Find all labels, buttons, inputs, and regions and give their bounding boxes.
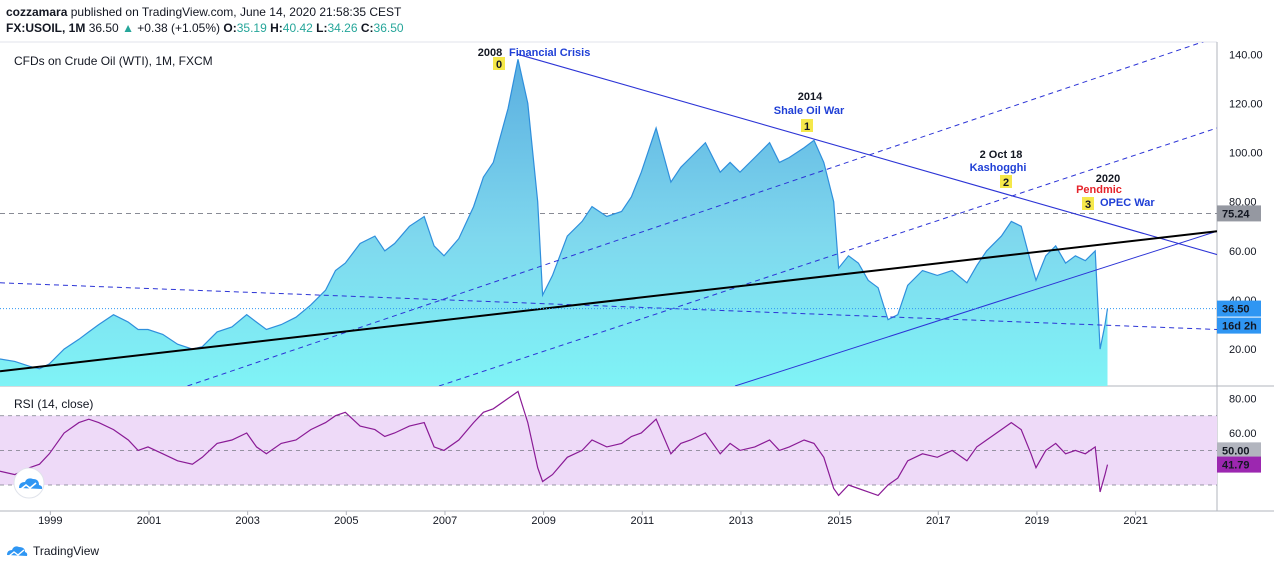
trend-line-2[interactable]: [0, 282, 1217, 330]
rsi-title: RSI (14, close): [14, 397, 93, 411]
annotation-event: Shale Oil War: [774, 105, 845, 117]
open-value: 35.19: [236, 21, 267, 35]
trend-line-1[interactable]: [517, 53, 1217, 256]
ohlc-line: FX:USOIL, 1M 36.50 ▲ +0.38 (+1.05%) O:35…: [6, 20, 404, 36]
annotation-badge-bg: [801, 119, 813, 132]
price-tick-label: 20.00: [1229, 344, 1257, 356]
annotation-badge: 1: [804, 121, 810, 133]
annotation-badge-bg: [493, 57, 505, 70]
time-tick-label: 2019: [1025, 515, 1049, 527]
annotation-event: Pendmic: [1076, 184, 1122, 196]
price-marker-0-label: 75.24: [1222, 208, 1250, 220]
annotation-year: 2014: [798, 91, 823, 103]
annotation-badge: 2: [1003, 177, 1009, 189]
publisher-name[interactable]: cozzamara: [6, 5, 68, 19]
annotation-event-2: OPEC War: [1100, 197, 1155, 209]
high-value: 40.42: [282, 21, 313, 35]
time-tick-label: 2009: [531, 515, 555, 527]
publish-line: cozzamara published on TradingView.com, …: [6, 4, 404, 20]
close-label: C:: [360, 21, 374, 35]
rsi-band-marker-bg: [1217, 442, 1261, 459]
last-price: 36.50: [88, 21, 119, 35]
trend-line-4[interactable]: [438, 127, 1217, 386]
trend-line-3[interactable]: [187, 37, 1217, 386]
high-label: H:: [270, 21, 283, 35]
price-marker-1-label: 36.50: [1222, 304, 1250, 316]
cloud-icon: [19, 478, 43, 490]
close-value: 36.50: [373, 21, 404, 35]
chart-header: cozzamara published on TradingView.com, …: [6, 4, 404, 36]
indicator-toggle-button[interactable]: [13, 467, 45, 499]
annotation-event: Kashogghi: [970, 162, 1027, 174]
axes-group: 140.00120.00100.0080.0060.0040.0020.0080…: [38, 49, 1263, 527]
trend-line-5[interactable]: [734, 230, 1217, 386]
price-marker-0: 75.24: [1217, 205, 1261, 222]
low-value: 34.26: [327, 21, 358, 35]
rsi-pane[interactable]: [0, 390, 1217, 497]
price-marker-2: 16d 2h: [1217, 317, 1261, 334]
annotation-event: Financial Crisis: [509, 47, 590, 59]
open-label: O:: [223, 21, 237, 35]
rsi-marker: 41.79: [1217, 456, 1261, 473]
rsi-tick-label: 80.00: [1229, 393, 1257, 405]
annotation-badge-bg: [1000, 175, 1012, 188]
time-tick-label: 2013: [729, 515, 753, 527]
rsi-band-marker-label: 50.00: [1222, 445, 1250, 457]
price-marker-2-bg: [1217, 317, 1261, 334]
time-tick-label: 2021: [1123, 515, 1147, 527]
footer: TradingView: [6, 541, 99, 561]
time-tick-label: 2007: [433, 515, 457, 527]
rsi-tick-label: 60.00: [1229, 428, 1257, 440]
time-tick-label: 2015: [827, 515, 851, 527]
time-tick-label: 2005: [334, 515, 358, 527]
time-tick-label: 2001: [137, 515, 161, 527]
price-tick-label: 140.00: [1229, 49, 1263, 61]
rsi-band-marker: 50.00: [1217, 442, 1261, 459]
price-marker-1-bg: [1217, 300, 1261, 317]
footer-brand[interactable]: TradingView: [33, 544, 100, 558]
symbol-label: FX:USOIL, 1M: [6, 21, 86, 35]
change-value: +0.38 (+1.05%): [137, 21, 221, 35]
annotation-year: 2020: [1096, 173, 1120, 185]
annotation-year: 2 Oct 18: [980, 149, 1023, 161]
price-tick-label: 120.00: [1229, 98, 1263, 110]
time-tick-label: 1999: [38, 515, 62, 527]
time-tick-label: 2017: [926, 515, 950, 527]
rsi-marker-bg: [1217, 456, 1261, 473]
annotation-badge: 0: [496, 59, 502, 71]
time-tick-label: 2003: [235, 515, 259, 527]
annotation-badge-bg: [1082, 197, 1094, 210]
price-marker-0-bg: [1217, 205, 1261, 222]
tradingview-logo-icon[interactable]: [6, 543, 28, 559]
time-tick-label: 2011: [630, 515, 654, 527]
price-tick-label: 100.00: [1229, 148, 1263, 160]
price-marker-1: 36.50: [1217, 300, 1261, 317]
rsi-marker-label: 41.79: [1222, 460, 1250, 472]
annotation-year: 2008: [478, 47, 502, 59]
price-pane[interactable]: [0, 37, 1217, 386]
annotation-0[interactable]: 2008 Financial Crisis 0: [478, 47, 591, 71]
price-marker-2-label: 16d 2h: [1222, 321, 1257, 333]
price-line: [0, 59, 1109, 370]
change-arrow-icon: ▲: [122, 21, 134, 35]
published-text: published on TradingView.com, June 14, 2…: [70, 5, 402, 19]
chart-title: CFDs on Crude Oil (WTI), 1M, FXCM: [14, 54, 213, 68]
price-area-fill: [0, 59, 1108, 386]
annotation-1[interactable]: 2014 Shale Oil War 1: [774, 91, 845, 133]
low-label: L:: [316, 21, 328, 35]
rsi-line: [0, 390, 1109, 497]
annotation-badge: 3: [1085, 199, 1091, 211]
trend-line-6[interactable]: [0, 230, 1217, 373]
price-tick-label: 60.00: [1229, 246, 1257, 258]
